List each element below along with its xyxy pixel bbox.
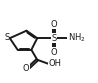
Text: O: O: [51, 20, 57, 29]
Text: O: O: [51, 48, 57, 57]
Text: S: S: [51, 34, 57, 43]
Text: NH$_2$: NH$_2$: [68, 32, 85, 44]
Text: OH: OH: [49, 59, 62, 68]
Text: O: O: [23, 64, 29, 73]
Text: S: S: [4, 33, 10, 42]
